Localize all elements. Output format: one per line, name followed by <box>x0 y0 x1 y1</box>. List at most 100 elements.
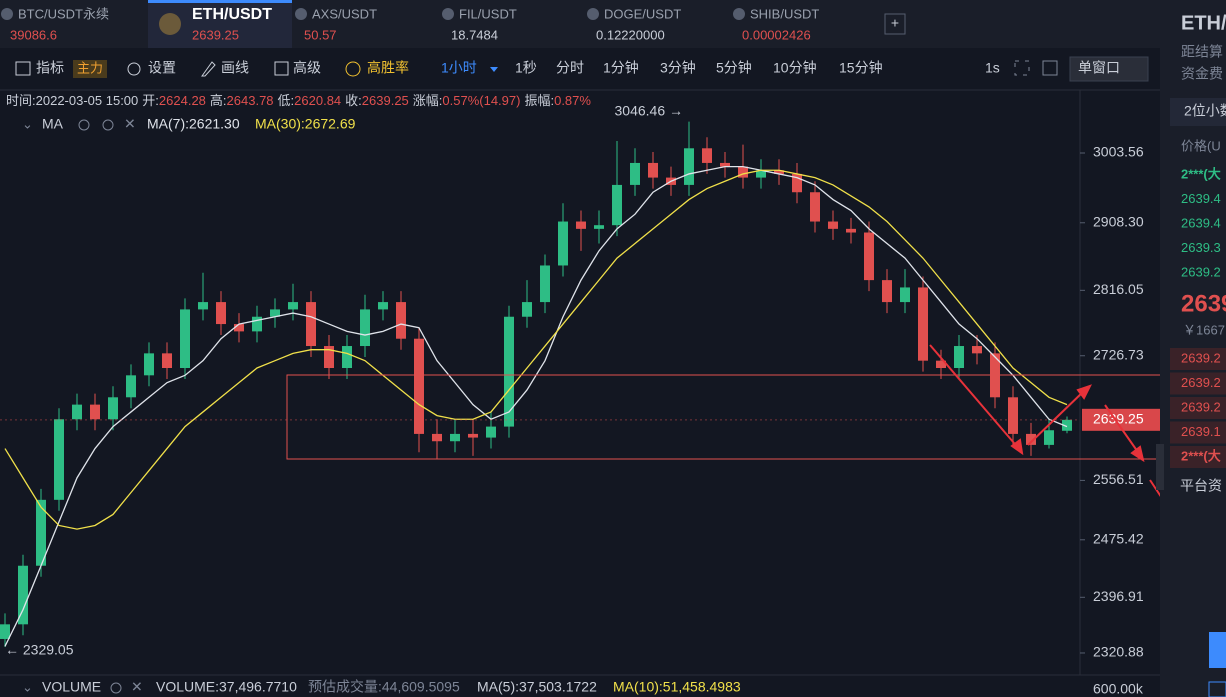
candle-body <box>630 162 640 185</box>
arrow-head <box>1010 438 1024 456</box>
bid-row-bg <box>1170 372 1226 395</box>
arrow-up <box>1027 389 1086 446</box>
candle-body <box>36 499 46 566</box>
y-tick-label: 2816.05 <box>1093 281 1144 297</box>
volume-ma5: MA(5):37,503.1722 <box>477 679 597 695</box>
tab-name[interactable]: BTC/USDT永续 <box>18 6 109 21</box>
ma-label: MA <box>42 116 64 132</box>
candle-body <box>1008 397 1018 434</box>
candle-body <box>918 287 928 361</box>
interval-option[interactable]: 1秒 <box>515 60 537 76</box>
candle-body <box>1044 430 1054 445</box>
speed[interactable]: 1s <box>985 60 1000 76</box>
intervals: 1秒 分时 1分钟 3分钟 5分钟 10分钟 15分钟 <box>515 60 883 76</box>
draw[interactable]: 画线 <box>221 60 249 76</box>
candle-body <box>576 221 586 229</box>
indicator[interactable]: 指标 <box>36 60 64 76</box>
tab-price: 18.7484 <box>451 27 498 42</box>
window-button[interactable] <box>1069 56 1149 82</box>
y-tick-label: 2396.91 <box>1093 588 1144 604</box>
volume-axis-label: 600.00k <box>1093 681 1144 697</box>
interval-option[interactable]: 1分钟 <box>603 60 639 76</box>
arrow-down <box>1104 404 1141 456</box>
eye-icon[interactable] <box>78 119 90 131</box>
interval-option[interactable]: 15分钟 <box>839 60 883 76</box>
active-tab-indicator <box>148 0 292 3</box>
bid-row-bg <box>1170 446 1226 468</box>
interval[interactable]: 1小时 <box>441 60 477 76</box>
main-badge[interactable]: 主力 <box>77 60 103 75</box>
candle-body <box>504 316 514 427</box>
candle-body <box>720 162 730 167</box>
ma-close[interactable]: ✕ <box>124 116 136 132</box>
annotation: ← 2329.05 <box>5 642 74 658</box>
y-tick-label: 3003.56 <box>1093 144 1144 160</box>
tab-name[interactable]: SHIB/USDT <box>750 6 819 21</box>
interval-option[interactable]: 分时 <box>556 60 584 76</box>
ask-row: 2639.2 <box>1181 264 1221 279</box>
candle-body <box>612 184 622 226</box>
candle-body <box>846 228 856 233</box>
panel-button[interactable] <box>1209 632 1226 668</box>
ask-row: 2***(大 <box>1181 166 1221 181</box>
ask-row: 2639.4 <box>1181 191 1221 206</box>
volume-label: VOLUME <box>42 679 101 695</box>
candle-body <box>126 375 136 398</box>
candle-body <box>324 346 334 368</box>
info-value: 2639.25 <box>362 93 409 108</box>
decimals[interactable]: 2位小数 <box>1184 103 1226 119</box>
settings-icon <box>127 62 141 76</box>
range-box <box>286 374 1226 460</box>
decimals-box[interactable] <box>1170 98 1226 126</box>
panel-line: 距结算 <box>1181 44 1223 60</box>
tab-name[interactable]: AXS/USDT <box>312 6 377 21</box>
interval-option[interactable]: 3分钟 <box>660 60 696 76</box>
bid-row: 2***(大 <box>1181 448 1221 463</box>
panel-handle[interactable] <box>1156 444 1164 490</box>
candle-body <box>774 170 784 174</box>
info-value: 2643.78 <box>227 93 274 108</box>
tab-price: 2639.25 <box>192 27 239 42</box>
interval-option[interactable]: 10分钟 <box>773 60 817 76</box>
collapse[interactable]: ⌄ <box>22 679 33 694</box>
candle-body <box>72 404 82 420</box>
arrow-down <box>929 344 1021 451</box>
side-panel-content: ETH/ 距结算 资金费 2位小数 价格(U 2639 ￥1667 平台资 2*… <box>1170 12 1226 697</box>
tab-name[interactable]: FIL/USDT <box>459 6 517 21</box>
fullscreen-icon[interactable] <box>1014 60 1030 76</box>
arrows <box>929 344 1188 538</box>
volume-ma10: MA(10):51,458.4983 <box>613 679 741 695</box>
settings[interactable]: 设置 <box>148 60 176 76</box>
candle-body <box>18 565 28 625</box>
interval-caret <box>490 67 498 72</box>
volume-close[interactable]: ✕ <box>131 679 143 695</box>
panel-button[interactable] <box>1208 681 1226 697</box>
candle-body <box>972 346 982 354</box>
tab-name[interactable]: DOGE/USDT <box>604 6 681 21</box>
tab-name[interactable]: ETH/USDT <box>192 6 272 23</box>
volume-settings-icon[interactable] <box>110 682 122 694</box>
candle-body <box>468 433 478 438</box>
price-head: 价格(U <box>1181 138 1221 153</box>
ask-row: 2639.3 <box>1181 240 1221 255</box>
candle-body <box>594 225 604 229</box>
window[interactable]: 单窗口 <box>1078 60 1120 76</box>
tab-price: 0.00002426 <box>742 27 811 42</box>
panel-footer: 平台资 <box>1180 478 1222 494</box>
legend-entry: MA(30):2672.69 <box>255 116 356 132</box>
win-rate[interactable]: 高胜率 <box>367 60 409 76</box>
candle-body <box>252 316 262 332</box>
ma-settings-icon[interactable] <box>102 119 114 131</box>
panel-last: 2639 <box>1181 290 1226 317</box>
popout-icon[interactable] <box>1042 60 1058 76</box>
candle-body <box>684 148 694 185</box>
interval-option[interactable]: 5分钟 <box>716 60 752 76</box>
bid-row: 2639.2 <box>1181 399 1221 414</box>
advanced[interactable]: 高级 <box>293 60 321 76</box>
bid-row-bg <box>1170 397 1226 419</box>
add-tab[interactable] <box>884 13 906 35</box>
candle-body <box>486 426 496 438</box>
candle-body <box>540 265 550 303</box>
collapse[interactable]: ⌄ <box>22 116 33 131</box>
